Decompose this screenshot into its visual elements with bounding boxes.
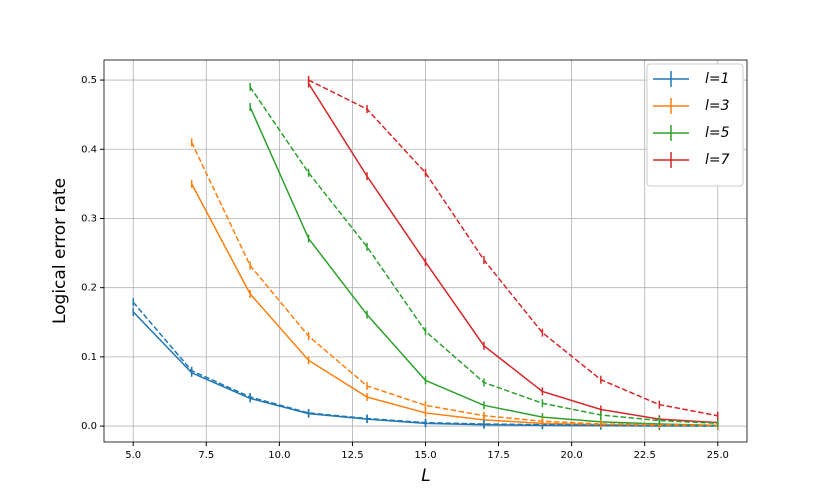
series-line [191, 142, 718, 427]
x-tick-label: 17.5 [487, 450, 509, 461]
series-line [307, 83, 718, 424]
legend-label: l=7 [705, 152, 730, 168]
x-tick-label: 15.0 [414, 450, 436, 461]
legend-label: l=3 [705, 98, 730, 114]
x-tick-label: 20.0 [561, 450, 583, 461]
x-tick-label: 7.5 [198, 450, 214, 461]
y-tick-label: 0.1 [81, 352, 97, 363]
legend-label: l=5 [705, 125, 730, 141]
x-tick-label: 5.0 [125, 450, 141, 461]
x-tick-label: 10.0 [268, 450, 290, 461]
y-tick-label: 0.0 [81, 421, 97, 432]
y-tick-label: 0.2 [81, 283, 97, 294]
y-tick-label: 0.4 [81, 144, 97, 155]
plot-frame [103, 59, 748, 443]
y-axis-label: Logical error rate [50, 178, 70, 324]
x-tick-label: 12.5 [341, 450, 363, 461]
x-axis-label: L [421, 466, 430, 486]
legend-label: l=1 [705, 71, 730, 87]
x-tick-label: 25.0 [707, 450, 729, 461]
y-tick-label: 0.5 [81, 75, 97, 86]
y-tick-label: 0.3 [81, 213, 97, 224]
x-tick-label: 22.5 [634, 450, 656, 461]
